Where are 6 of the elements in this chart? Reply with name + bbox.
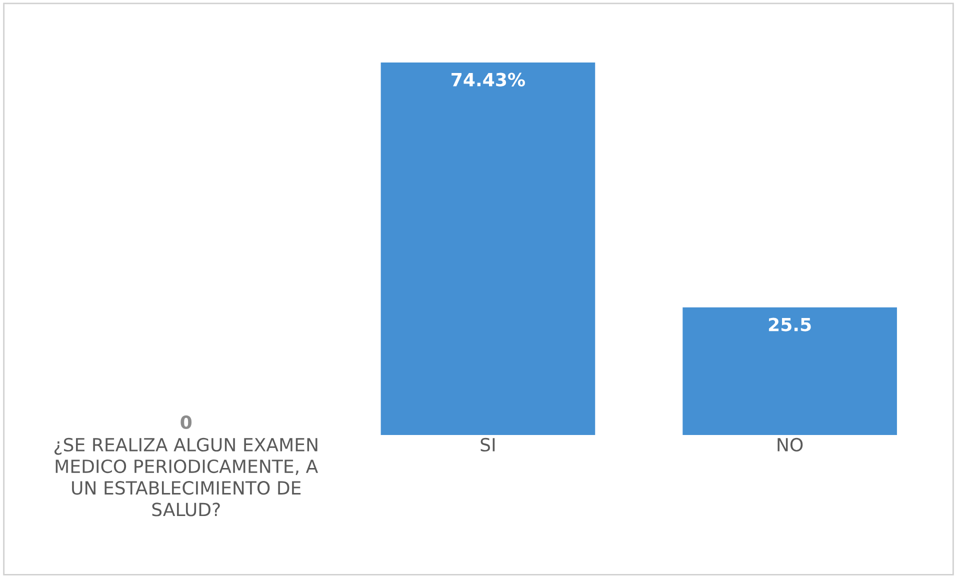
x-tick-label: NO [778, 438, 803, 452]
x-tick-label: ¿SE REALIZA ALGUN EXAMEN MEDICO PERIODICAMENTE, A UN ESTABLECIMIENTO DE SALUD? [54, 438, 318, 516]
x-tick-label: SI [480, 438, 495, 452]
data-label: 74.43% [452, 72, 525, 86]
data-label: 25.5 [768, 318, 811, 332]
data-label: 0 [180, 415, 192, 430]
